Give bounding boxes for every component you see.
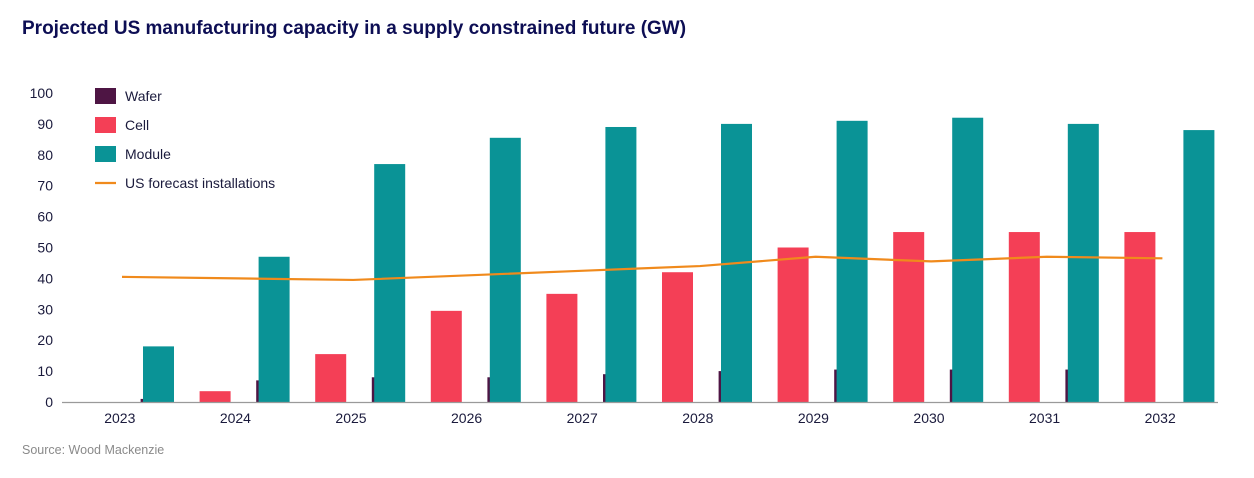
bar-cell-2024 (199, 391, 231, 402)
x-tick-label: 2028 (682, 410, 713, 426)
bar-cell-2026 (430, 310, 462, 402)
y-tick-label: 50 (37, 240, 53, 256)
legend: Wafer Cell Module US forecast installations (95, 88, 275, 191)
chart-title: Projected US manufacturing capacity in a… (22, 18, 687, 39)
y-tick-label: 70 (37, 178, 53, 194)
bar-cell-2027 (546, 293, 578, 402)
y-tick-label: 90 (37, 116, 53, 132)
x-tick-label: 2024 (220, 410, 251, 426)
bar-module-2031 (1067, 123, 1099, 403)
y-tick-label: 20 (37, 332, 53, 348)
legend-swatch-wafer (95, 88, 116, 104)
legend-swatch-cell (95, 117, 116, 133)
x-tick-label: 2025 (335, 410, 366, 426)
bar-module-2024 (258, 256, 290, 402)
x-tick-label: 2030 (913, 410, 944, 426)
bar-module-2023 (143, 346, 174, 402)
x-tick-label: 2031 (1029, 410, 1060, 426)
bar-module-2029 (836, 120, 868, 402)
line-us-forecast-installations (121, 255, 1163, 282)
y-tick-label: 60 (37, 209, 53, 225)
y-tick-label: 100 (30, 85, 54, 101)
y-tick-label: 30 (37, 301, 53, 317)
bar-module-2025 (374, 164, 406, 402)
bar-cell-2030 (893, 232, 925, 402)
source-note: Source: Wood Mackenzie (22, 443, 165, 457)
x-axis-ticks: 2023 2024 2025 2026 2027 2028 2029 2030 2031 2032 (104, 410, 1176, 426)
bar-module-2026 (489, 137, 521, 402)
bar-module-2032 (1183, 130, 1215, 402)
bar-module-2027 (605, 126, 637, 403)
legend-label-cell: Cell (125, 117, 149, 133)
legend-swatch-module (95, 146, 116, 162)
x-tick-label: 2023 (104, 410, 135, 426)
bar-cell-2029 (777, 247, 809, 402)
legend-label-us-forecast-installations: US forecast installations (125, 175, 275, 191)
x-tick-label: 2027 (567, 410, 598, 426)
y-tick-label: 0 (45, 394, 53, 410)
x-tick-label: 2026 (451, 410, 482, 426)
legend-label-wafer: Wafer (125, 88, 162, 104)
y-axis-ticks: 0 10 20 30 40 50 60 70 80 90 100 (30, 85, 54, 410)
legend-label-module: Module (125, 146, 171, 162)
bar-cell-2032 (1124, 232, 1156, 402)
x-tick-label: 2029 (798, 410, 829, 426)
bar-cell-2028 (662, 272, 693, 402)
y-tick-label: 40 (37, 270, 53, 286)
bar-cell-2025 (315, 354, 347, 402)
x-tick-label: 2032 (1145, 410, 1176, 426)
forecast-line-group (121, 255, 1163, 282)
y-tick-label: 10 (37, 363, 53, 379)
bar-cell-2031 (1008, 232, 1040, 402)
bars (140, 117, 1215, 403)
y-tick-label: 80 (37, 147, 53, 163)
